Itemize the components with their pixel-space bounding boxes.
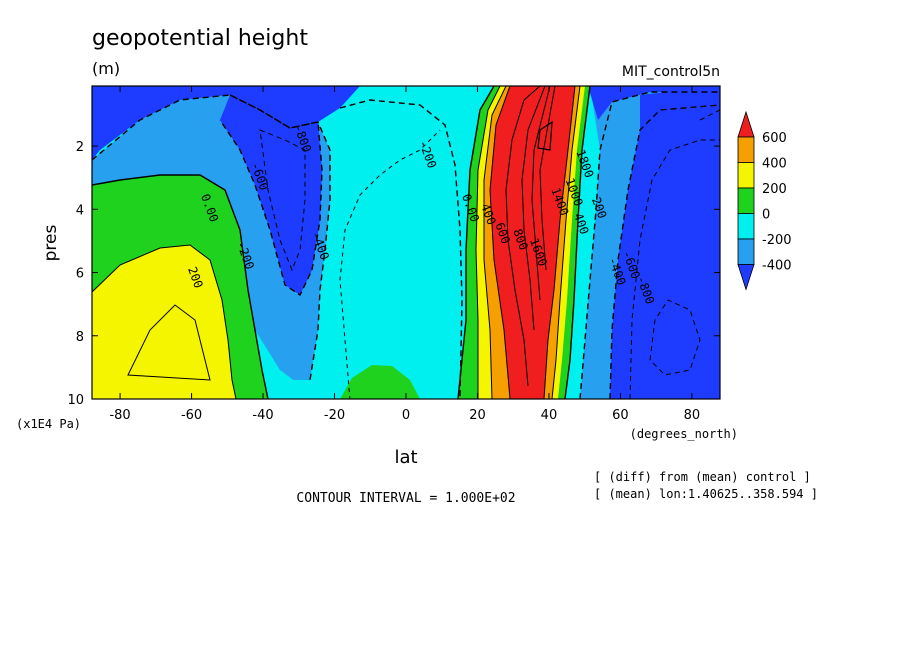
y-axis-label: pres bbox=[41, 225, 61, 262]
x-tick-label: -40 bbox=[252, 408, 273, 423]
contour-line bbox=[505, 86, 541, 387]
field-band-darkblue-trough bbox=[220, 95, 322, 295]
colorbar-swatch bbox=[737, 238, 755, 265]
x-axis-label: lat bbox=[394, 447, 417, 468]
x-tick-label: -80 bbox=[109, 408, 130, 423]
x-tick-label: 40 bbox=[541, 408, 558, 423]
field-band-red-core bbox=[506, 86, 570, 386]
contour-label: 600 bbox=[492, 221, 513, 246]
contour-line bbox=[539, 86, 556, 271]
y-tick-label: 4 bbox=[76, 203, 84, 218]
y-tick-label: 2 bbox=[76, 140, 84, 155]
contour-line bbox=[339, 99, 463, 399]
contour-line bbox=[489, 86, 511, 399]
note-mean: [ (mean) lon:1.40625..358.594 ] bbox=[594, 487, 818, 501]
field-band-green-equator bbox=[340, 365, 420, 399]
y-axis: 2 4 6 8 10 bbox=[67, 140, 720, 408]
y-tick-label: 8 bbox=[76, 330, 84, 345]
colorbar-swatch bbox=[737, 213, 755, 240]
contour-label: 800 bbox=[510, 227, 531, 252]
colorbar-swatch bbox=[737, 187, 755, 214]
contour-line bbox=[579, 91, 720, 399]
contour-line bbox=[551, 86, 581, 399]
chart-title: geopotential height bbox=[92, 26, 308, 51]
colorbar-label: -200 bbox=[762, 233, 792, 248]
x-axis-unit: (degrees_north) bbox=[630, 427, 738, 441]
contour-line bbox=[475, 86, 501, 399]
field-band-darkblue-right bbox=[610, 86, 720, 399]
colorbar: 600 400 200 0 -200 -400 bbox=[737, 110, 792, 291]
x-tick-label: 0 bbox=[402, 408, 410, 423]
colorbar-swatch bbox=[737, 136, 755, 163]
y-tick-label: 6 bbox=[76, 267, 84, 282]
contour-field bbox=[92, 86, 720, 399]
colorbar-label: 200 bbox=[762, 182, 787, 197]
contour-line bbox=[531, 86, 551, 301]
contour-label: 200 bbox=[185, 265, 206, 290]
note-diff: [ (diff) from (mean) control ] bbox=[594, 470, 811, 484]
field-band-low-topleft bbox=[92, 86, 360, 160]
colorbar-swatch bbox=[737, 264, 755, 291]
colorbar-swatch bbox=[737, 162, 755, 189]
contour-line bbox=[339, 129, 441, 399]
colorbar-swatch bbox=[737, 110, 755, 138]
contour-line bbox=[92, 244, 237, 399]
contour-line bbox=[537, 120, 553, 151]
contour-label: 400 bbox=[571, 211, 592, 236]
x-tick-label: -60 bbox=[181, 408, 202, 423]
chart-units: (m) bbox=[92, 59, 120, 78]
x-tick-label: 80 bbox=[684, 408, 701, 423]
x-tick-label: 60 bbox=[612, 408, 629, 423]
x-tick-label: 20 bbox=[469, 408, 486, 423]
colorbar-label: 600 bbox=[762, 131, 787, 146]
contour-line bbox=[457, 86, 495, 399]
x-axis: -80 -60 -40 -20 0 20 40 60 80 bbox=[109, 86, 700, 423]
run-label: MIT_control5n bbox=[622, 64, 720, 80]
contour-line bbox=[629, 139, 720, 399]
contour-line bbox=[483, 86, 507, 399]
x-tick-label: -20 bbox=[324, 408, 345, 423]
colorbar-label: -400 bbox=[762, 259, 792, 274]
contour-line bbox=[259, 129, 306, 272]
field-band-cyan-left bbox=[255, 330, 300, 399]
contour-interval: CONTOUR INTERVAL = 1.000E+02 bbox=[296, 491, 515, 506]
field-band-yellow-left bbox=[92, 245, 236, 399]
y-axis-unit: (x1E4 Pa) bbox=[16, 417, 81, 431]
contour-line bbox=[127, 304, 211, 381]
contour-label: 400 bbox=[478, 202, 499, 227]
contour-line bbox=[543, 86, 576, 399]
contour-line bbox=[564, 86, 591, 399]
field-band-darkblue-topright bbox=[588, 86, 720, 120]
colorbar-label: 0 bbox=[762, 208, 770, 223]
contour-line bbox=[521, 86, 546, 331]
contour-line bbox=[92, 94, 331, 381]
colorbar-label: 400 bbox=[762, 157, 787, 172]
contour-line bbox=[649, 299, 701, 376]
contour-label: 200 bbox=[589, 195, 610, 220]
contour-line bbox=[699, 109, 720, 121]
contour-lines bbox=[92, 86, 720, 399]
y-tick-label: 10 bbox=[67, 393, 84, 408]
contour-line bbox=[92, 174, 269, 399]
